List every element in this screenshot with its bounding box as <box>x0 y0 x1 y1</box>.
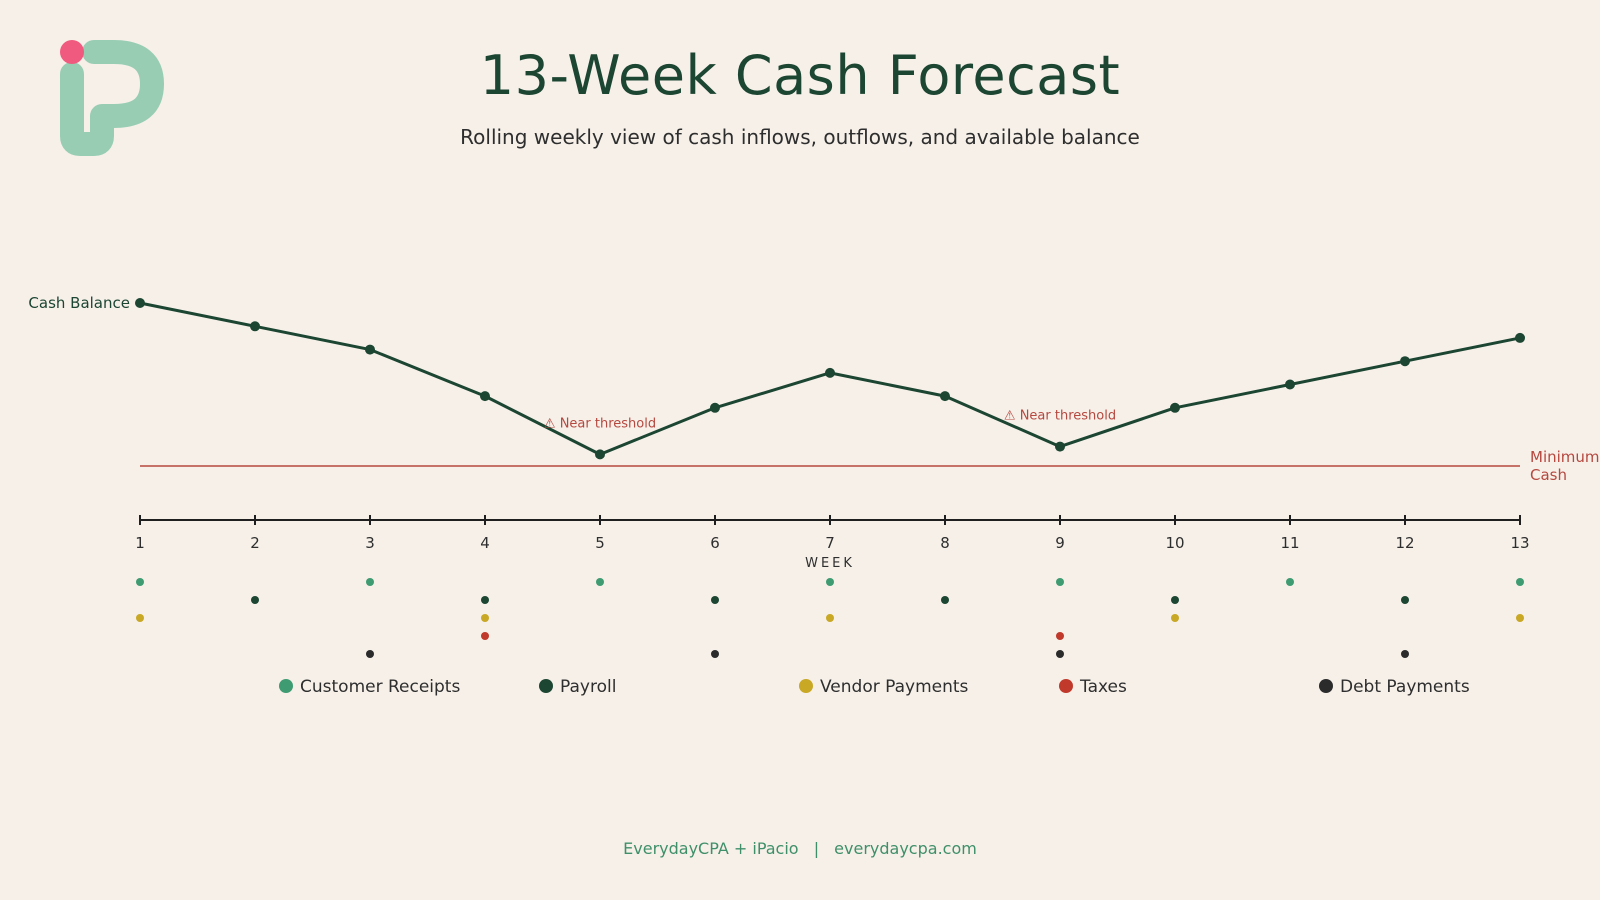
event-dot <box>251 596 259 604</box>
event-dot <box>711 596 719 604</box>
event-dot <box>1401 650 1409 658</box>
minimum-cash-label: Minimum <box>1530 448 1600 466</box>
legend-marker <box>799 679 813 693</box>
event-dot <box>1286 578 1294 586</box>
x-tick-label: 2 <box>250 534 260 552</box>
event-dot <box>1056 650 1064 658</box>
event-dot <box>1056 632 1064 640</box>
minimum-cash-label: Cash <box>1530 466 1567 484</box>
cash-balance-point <box>1400 356 1410 367</box>
x-tick-label: 7 <box>825 534 835 552</box>
cash-balance-point <box>1170 402 1180 413</box>
cash-balance-line <box>139 301 1521 456</box>
footer-separator: | <box>813 839 820 858</box>
event-dot <box>1401 596 1409 604</box>
series-label-cash-balance: Cash Balance <box>28 294 130 312</box>
cash-balance-point <box>710 402 720 413</box>
event-dot <box>826 614 834 622</box>
event-dot <box>1516 578 1524 586</box>
cash-balance-point <box>135 298 145 308</box>
cash-balance-point <box>940 391 950 402</box>
legend-label: Debt Payments <box>1340 677 1470 697</box>
x-axis-title: WEEK <box>805 556 855 571</box>
event-dot <box>481 614 489 622</box>
x-tick-label: 1 <box>135 534 145 552</box>
x-tick-label: 9 <box>1055 534 1065 552</box>
event-dot <box>366 578 374 586</box>
x-tick-label: 10 <box>1165 534 1184 552</box>
event-dot <box>711 650 719 658</box>
event-dot <box>1516 614 1524 622</box>
cash-balance-point <box>1285 379 1295 390</box>
logo-dot <box>60 40 84 64</box>
ipacio-logo <box>60 40 164 156</box>
event-dot <box>136 578 144 586</box>
page-title: 13-Week Cash Forecast <box>479 44 1121 107</box>
event-dot <box>481 596 489 604</box>
legend-label: Taxes <box>1079 677 1127 697</box>
event-dot <box>136 614 144 622</box>
cash-balance-point <box>595 449 605 460</box>
cash-balance-point <box>1515 332 1525 343</box>
cash-balance-point <box>1055 441 1065 452</box>
event-dot <box>826 578 834 586</box>
cash-balance-point <box>250 321 260 332</box>
event-dot <box>941 596 949 604</box>
x-tick-label: 4 <box>480 534 490 552</box>
x-tick-label: 13 <box>1510 534 1529 552</box>
footer-link[interactable]: everydaycpa.com <box>834 839 977 858</box>
legend-label: Customer Receipts <box>300 677 460 697</box>
cash-balance-point <box>480 391 490 402</box>
event-dot <box>1056 578 1064 586</box>
x-tick-label: 3 <box>365 534 375 552</box>
legend-label: Payroll <box>560 677 616 697</box>
event-dot <box>366 650 374 658</box>
cash-balance-point <box>825 367 835 378</box>
cash-balance-point <box>365 344 375 355</box>
page-subtitle: Rolling weekly view of cash inflows, out… <box>460 125 1140 149</box>
legend-marker <box>539 679 553 693</box>
event-dot <box>1171 596 1179 604</box>
near-threshold-annotation: ⚠ Near threshold <box>544 416 656 431</box>
x-tick-label: 12 <box>1395 534 1414 552</box>
legend-marker <box>279 679 293 693</box>
event-dot <box>1171 614 1179 622</box>
footer: EverydayCPA + iPacio | everydaycpa.com <box>0 839 1600 858</box>
event-dot <box>596 578 604 586</box>
x-tick-label: 8 <box>940 534 950 552</box>
x-tick-label: 5 <box>595 534 605 552</box>
legend-marker <box>1319 679 1333 693</box>
x-tick-label: 6 <box>710 534 720 552</box>
event-dot <box>481 632 489 640</box>
logo-p-shape <box>60 40 164 156</box>
legend-marker <box>1059 679 1073 693</box>
footer-brand: EverydayCPA + iPacio <box>623 839 799 858</box>
near-threshold-annotation: ⚠ Near threshold <box>1004 409 1116 424</box>
legend-label: Vendor Payments <box>820 677 969 697</box>
x-tick-label: 11 <box>1280 534 1299 552</box>
